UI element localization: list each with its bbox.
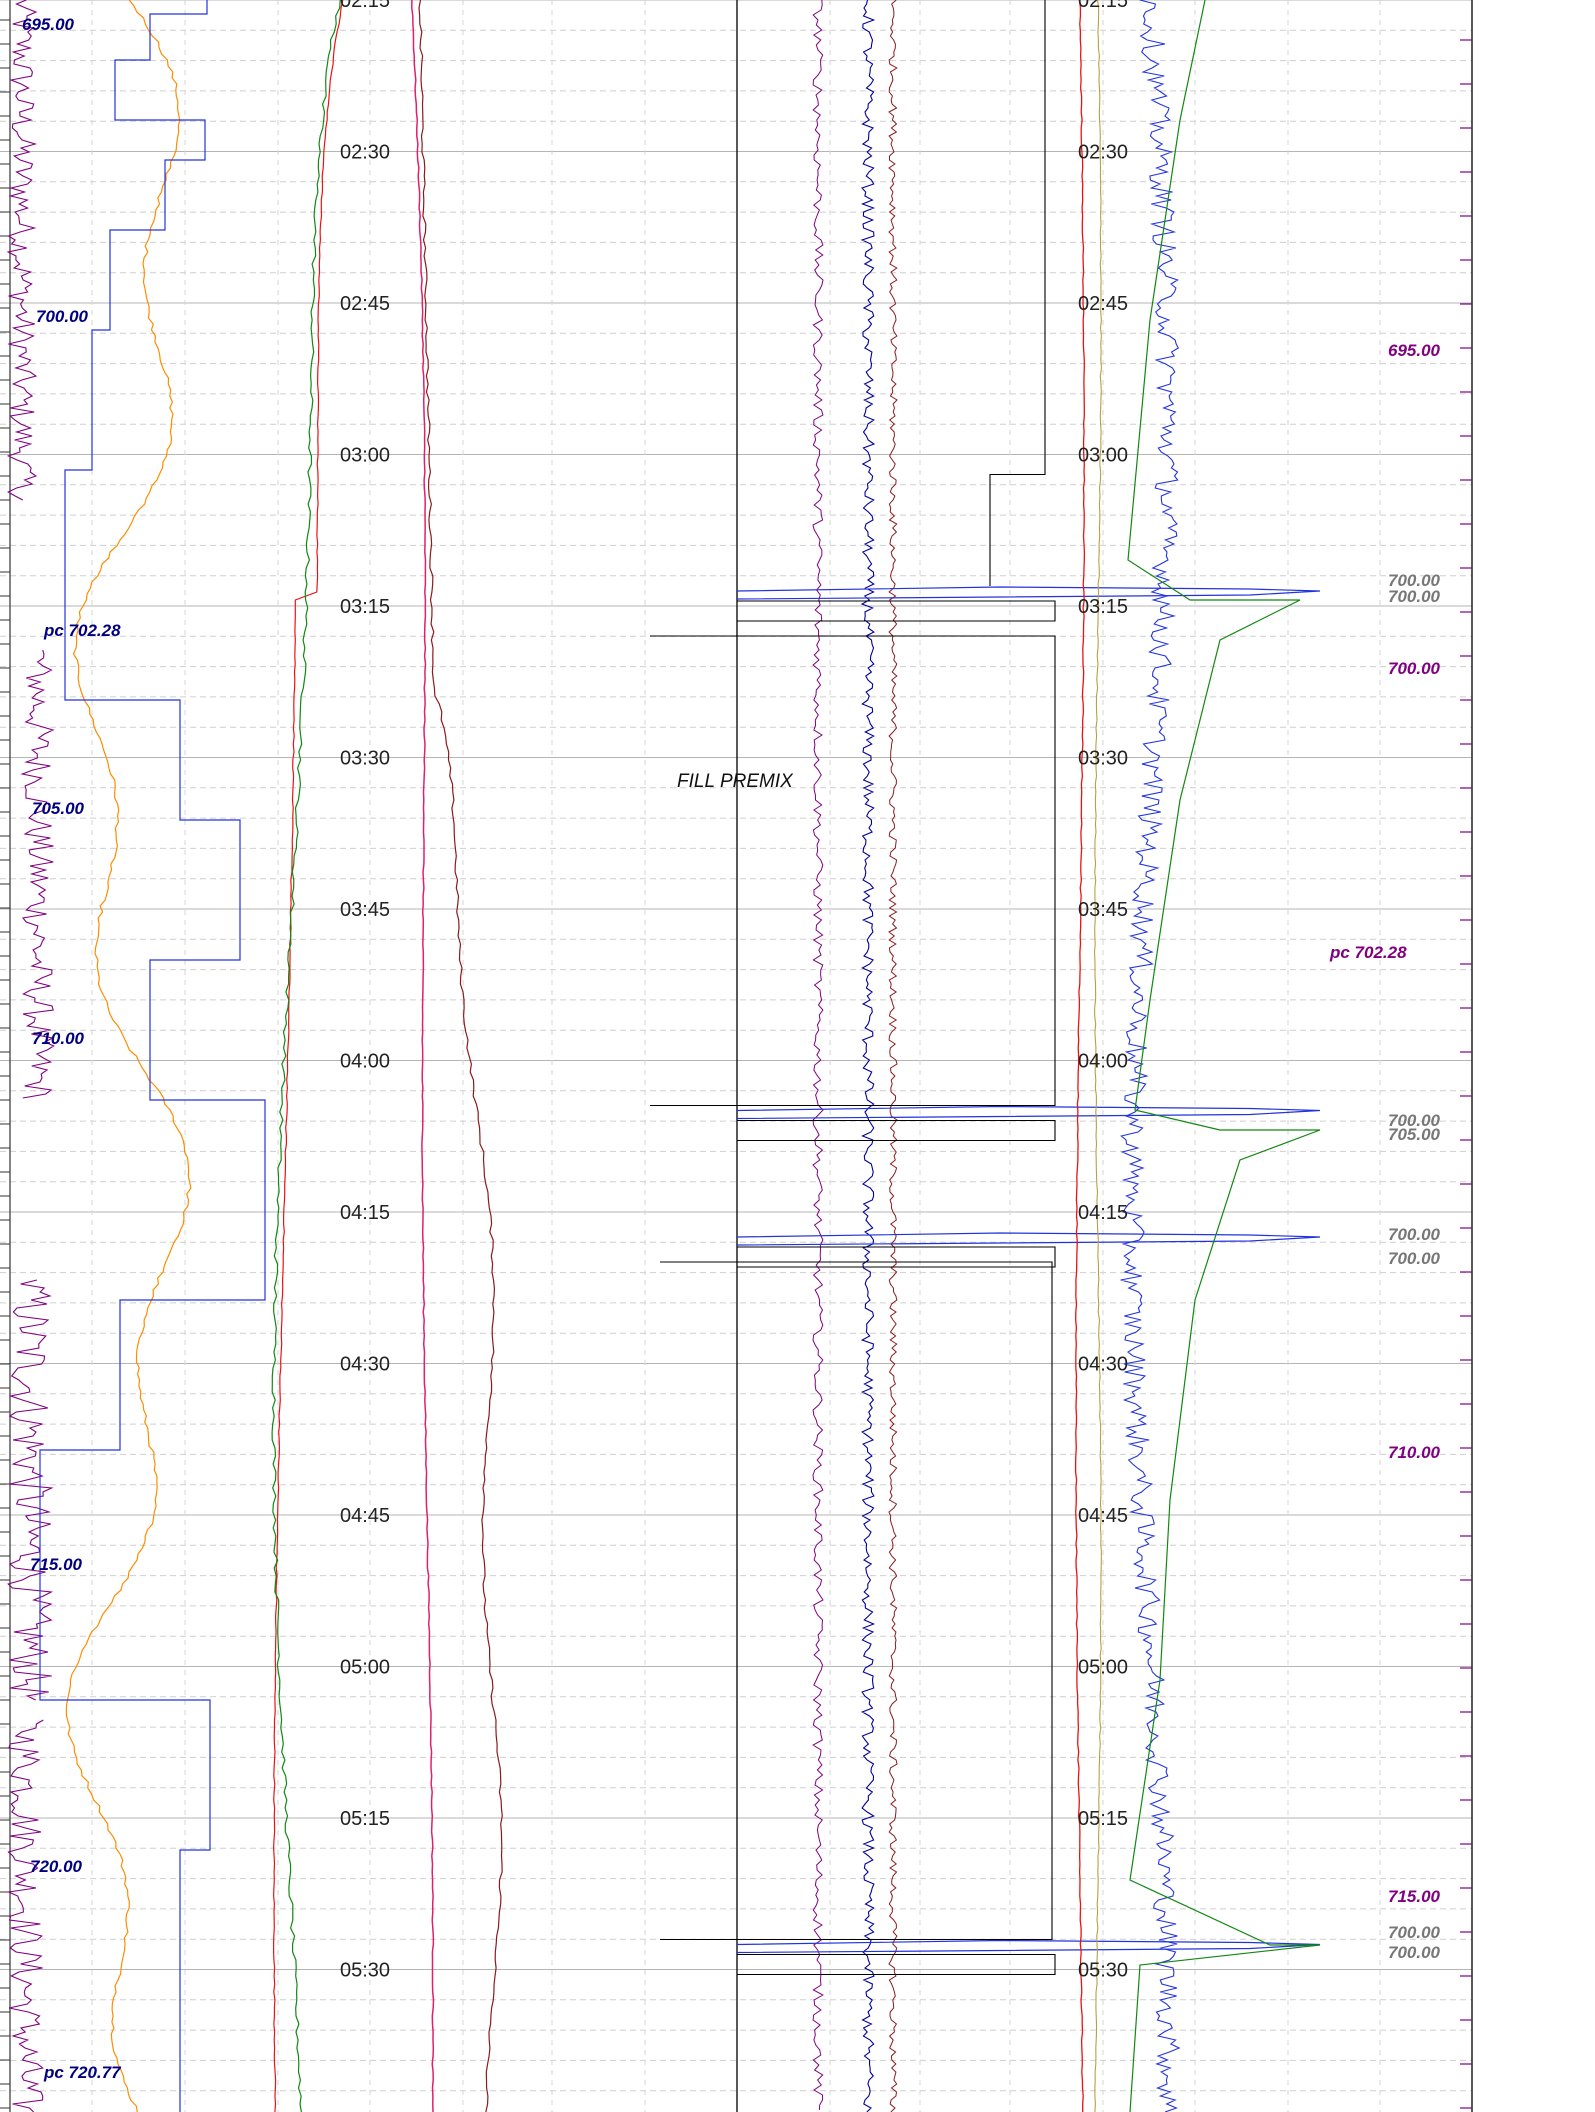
time-tick-label: 02:15 xyxy=(1078,0,1128,12)
black-spike-box xyxy=(737,1953,1056,1976)
track-borders xyxy=(0,0,1473,2112)
time-tick-label: 03:15 xyxy=(1078,596,1128,618)
right-depth-label: 700.00 xyxy=(1388,659,1441,678)
time-tick-label: 03:00 xyxy=(1078,445,1128,467)
depth-labels: 695.00 700.00 pc 702.28 705.00 710.00 715.00 7… xyxy=(22,15,1441,2082)
blue-step-curve-left xyxy=(39,0,266,2112)
blue-noisy-curve-right xyxy=(1120,0,1181,2112)
left-depth-label: 710.00 xyxy=(32,1029,85,1048)
right-depth-label: 700.00 xyxy=(1388,1249,1441,1268)
time-tick-label: 04:45 xyxy=(340,1505,390,1527)
time-tick-label: 04:45 xyxy=(1078,1505,1128,1527)
green-curve-left xyxy=(271,0,341,2112)
time-tick-label: 02:30 xyxy=(340,142,390,164)
black-spike-box xyxy=(737,1246,1056,1268)
purple-gamma-curve xyxy=(6,0,38,501)
time-tick-label: 02:30 xyxy=(1078,142,1128,164)
purple-gamma-curve xyxy=(6,1719,44,2112)
right-depth-label: 700.00 xyxy=(1388,571,1441,590)
time-tick-label: 03:45 xyxy=(340,899,390,921)
black-spike-box xyxy=(737,600,1056,622)
time-tick-label: 04:30 xyxy=(340,1354,390,1376)
magenta-curve-left xyxy=(411,0,435,2112)
time-labels: 02:15 02:15 02:30 02:30 02:45 02:45 03:00 03:00… xyxy=(340,0,1128,1982)
time-tick-label: 04:00 xyxy=(1078,1051,1128,1073)
green-curve-right xyxy=(1127,0,1321,2112)
darkblue-curve-right xyxy=(860,0,876,2112)
purple-gamma-curve xyxy=(20,649,55,1099)
black-step xyxy=(989,0,1046,586)
time-tick-label: 02:45 xyxy=(1078,293,1128,315)
blue-spike xyxy=(736,1232,1321,1246)
right-depth-label: 700.00 xyxy=(1388,1923,1441,1942)
right-depth-label: 700.00 xyxy=(1388,1225,1441,1244)
right-depth-label: 710.00 xyxy=(1388,1443,1441,1462)
time-tick-label: 05:00 xyxy=(1078,1657,1128,1679)
right-depth-label: 705.00 xyxy=(1388,1125,1441,1144)
black-block xyxy=(660,1261,1053,1941)
time-tick-label: 02:15 xyxy=(340,0,390,12)
time-tick-label: 04:30 xyxy=(1078,1354,1128,1376)
left-depth-label: 720.00 xyxy=(30,1857,83,1876)
right-depth-label: 695.00 xyxy=(1388,341,1441,360)
left-depth-label: 700.00 xyxy=(36,307,89,326)
time-tick-label: 05:15 xyxy=(1078,1808,1128,1830)
left-depth-label: 695.00 xyxy=(22,15,75,34)
brown-curve-left xyxy=(418,0,503,2112)
black-block xyxy=(650,635,1056,1107)
purple-curve-right xyxy=(812,0,824,2111)
black-spike-box xyxy=(737,1119,1056,1142)
left-depth-label: pc 720.77 xyxy=(43,2063,122,2082)
time-tick-label: 05:00 xyxy=(340,1657,390,1679)
right-depth-label: pc 702.28 xyxy=(1329,943,1407,962)
fill-premix-annotation: FILL PREMIX xyxy=(677,771,794,792)
red-curve-left xyxy=(272,0,344,2112)
time-tick-label: 04:15 xyxy=(340,1202,390,1224)
left-depth-label: pc 702.28 xyxy=(43,621,121,640)
orange-curve xyxy=(65,0,192,2112)
blue-spike xyxy=(736,1105,1321,1120)
olive-curve-right xyxy=(1093,0,1103,2112)
time-tick-label: 03:15 xyxy=(340,596,390,618)
time-tick-label: 05:30 xyxy=(340,1960,390,1982)
time-tick-label: 05:30 xyxy=(1078,1960,1128,1982)
right-depth-label: 715.00 xyxy=(1388,1887,1441,1906)
time-tick-label: 03:00 xyxy=(340,445,390,467)
time-tick-label: 03:30 xyxy=(1078,748,1128,770)
brown-curve-right xyxy=(888,0,898,2112)
right-depth-label: 700.00 xyxy=(1388,1111,1441,1130)
time-tick-label: 04:15 xyxy=(1078,1202,1128,1224)
red-curve-right xyxy=(1074,0,1086,2112)
blue-spike xyxy=(736,586,1321,600)
time-tick-label: 02:45 xyxy=(340,293,390,315)
right-depth-label: 700.00 xyxy=(1388,1943,1441,1962)
time-tick-label: 04:00 xyxy=(340,1051,390,1073)
log-curves xyxy=(6,0,1321,2112)
left-depth-label: 705.00 xyxy=(32,799,85,818)
time-tick-label: 05:15 xyxy=(340,1808,390,1830)
time-tick-label: 03:45 xyxy=(1078,899,1128,921)
right-depth-label: 700.00 xyxy=(1388,587,1441,606)
left-depth-label: 715.00 xyxy=(30,1555,83,1574)
time-tick-label: 03:30 xyxy=(340,748,390,770)
purple-gamma-curve xyxy=(7,1279,54,1701)
